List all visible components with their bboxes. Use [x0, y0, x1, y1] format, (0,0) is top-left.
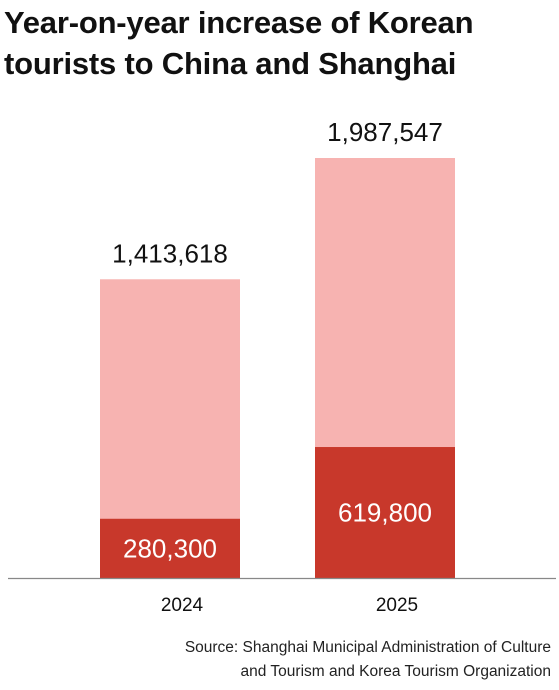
source-line-2: and Tourism and Korea Tourism Organizati… — [240, 663, 551, 680]
x-tick-label-2024: 2024 — [161, 595, 204, 616]
bar-shanghai-2025 — [315, 447, 455, 578]
data-label-shanghai-2024: 280,300 — [123, 533, 217, 563]
title-line-1: Year-on-year increase of Korean — [4, 5, 474, 40]
data-label-shanghai-2025: 619,800 — [338, 498, 432, 528]
source-line-1: Source: Shanghai Municipal Administratio… — [184, 639, 551, 656]
title-line-2: tourists to China and Shanghai — [4, 46, 457, 81]
data-label-china-2024: 1,413,618 — [112, 238, 228, 268]
x-tick-label-2025: 2025 — [376, 595, 418, 616]
source-note: Source: Shanghai Municipal Administratio… — [11, 636, 551, 684]
bar-shanghai-2024 — [100, 518, 240, 578]
chart-title: Year-on-year increase of Korean tourists… — [4, 2, 556, 84]
data-label-china-2025: 1,987,547 — [327, 117, 443, 147]
